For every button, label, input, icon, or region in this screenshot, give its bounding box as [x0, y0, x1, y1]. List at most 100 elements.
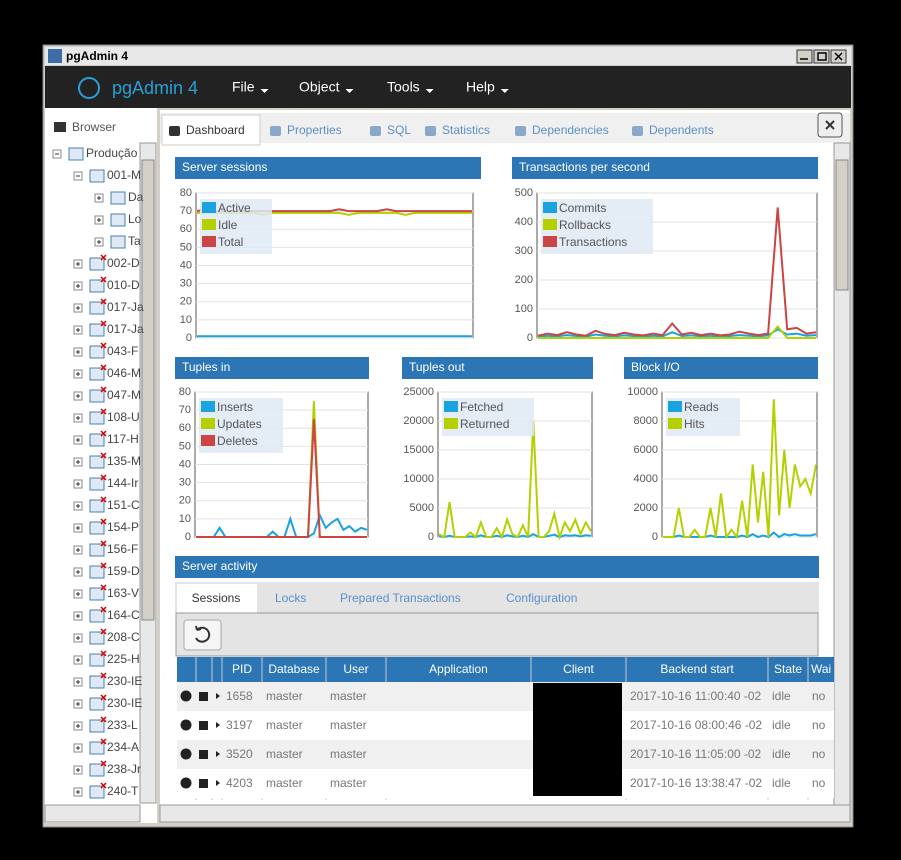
tree-node[interactable]: Da — [94, 190, 144, 205]
node-icon — [89, 653, 105, 667]
main-scroll-thumb[interactable] — [835, 159, 849, 291]
tree-node[interactable]: 208-C — [73, 628, 140, 645]
tree-node[interactable]: 017-Ja — [73, 320, 144, 337]
tree-node[interactable]: 164-C — [73, 606, 140, 623]
tree-node[interactable]: 163-V — [73, 584, 139, 601]
tree-node[interactable]: 144-Ir — [73, 474, 138, 491]
tree-node[interactable]: 135-M — [73, 452, 141, 469]
series-line — [196, 419, 367, 538]
disconnected-mark — [100, 540, 107, 547]
node-icon — [89, 697, 105, 711]
expand-icon[interactable] — [216, 780, 220, 786]
legend-swatch — [668, 418, 682, 429]
terminate-icon[interactable] — [199, 721, 208, 730]
menu[interactable]: File — [232, 79, 255, 95]
tree-node[interactable]: 046-M — [73, 364, 141, 381]
column-header: Backend start — [660, 662, 734, 676]
node-icon — [89, 169, 105, 183]
tree-node[interactable]: 159-D — [73, 562, 140, 579]
window-title: pgAdmin 4 — [66, 49, 128, 63]
terminate-icon[interactable] — [199, 692, 208, 701]
tab-icon — [632, 126, 643, 136]
tab[interactable]: SQL — [387, 123, 411, 137]
tab[interactable]: Dashboard — [186, 123, 245, 137]
cell: 3197 — [226, 718, 253, 732]
tree-node[interactable]: 043-F — [73, 342, 138, 359]
window-controls[interactable] — [796, 49, 847, 64]
expander-sign — [76, 702, 80, 706]
tree-node[interactable]: 108-U — [73, 408, 140, 425]
disconnected-mark — [100, 430, 107, 437]
tree-node[interactable]: 010-D — [73, 276, 140, 293]
node-label: 159-D — [107, 564, 140, 578]
tree-node[interactable]: Ta — [94, 234, 141, 249]
tree-node[interactable]: 230-IE — [73, 672, 142, 689]
minimize[interactable] — [796, 49, 813, 64]
expand-icon[interactable] — [216, 693, 220, 699]
tab[interactable]: Dependencies — [532, 123, 609, 137]
tab[interactable]: Statistics — [442, 123, 490, 137]
column-header: State — [774, 662, 802, 676]
tree-node[interactable]: 154-P — [73, 518, 139, 535]
tree-node[interactable]: 001-M — [73, 168, 141, 183]
tree-node[interactable]: 117-H — [73, 430, 139, 447]
chart-title: Tuples in — [182, 360, 230, 374]
activity-tab[interactable]: Sessions — [192, 591, 241, 605]
series-line — [663, 399, 817, 540]
tab[interactable]: Properties — [287, 123, 342, 137]
cell: 2017-10-16 11:05:00 -02 — [630, 747, 762, 761]
y-tick-label: 40 — [180, 259, 192, 271]
menu[interactable]: Help — [466, 79, 495, 95]
legend-swatch — [444, 418, 458, 429]
legend-label: Transactions — [559, 235, 627, 249]
tree-node[interactable]: Produção — [52, 146, 138, 161]
chart-header — [624, 357, 818, 379]
tree-hscrollbar[interactable] — [44, 804, 141, 823]
node-label: 156-F — [107, 542, 138, 556]
tab[interactable]: Dependents — [649, 123, 714, 137]
tree-node[interactable]: 240-T — [73, 782, 139, 799]
cancel-icon[interactable] — [180, 719, 192, 731]
tree-node[interactable]: 230-IE — [73, 694, 142, 711]
expand-icon[interactable] — [216, 722, 220, 728]
expand-icon[interactable] — [216, 751, 220, 757]
menu[interactable]: Tools — [387, 79, 420, 95]
cancel-icon[interactable] — [180, 690, 192, 702]
node-label: Lo — [128, 212, 142, 226]
terminate-icon[interactable] — [199, 779, 208, 788]
activity-tab[interactable]: Prepared Transactions — [340, 591, 461, 605]
tree-node[interactable]: 002-D — [73, 254, 140, 271]
menu[interactable]: Object — [299, 79, 340, 95]
legend-label: Idle — [218, 218, 238, 232]
tree-node[interactable]: 234-A — [73, 738, 139, 755]
tree-node[interactable]: 233-L — [73, 716, 138, 733]
refresh-button[interactable] — [183, 619, 222, 651]
tree-node[interactable]: 151-C — [73, 496, 140, 513]
disconnected-mark — [100, 694, 107, 701]
tree-node[interactable]: 047-M — [73, 386, 141, 403]
y-tick-label: 50 — [180, 241, 192, 253]
terminate-icon[interactable] — [199, 750, 208, 759]
tree-node[interactable]: 017-Ja — [73, 298, 144, 315]
cancel-icon[interactable] — [180, 748, 192, 760]
tree-node[interactable]: 238-Jr — [73, 760, 141, 777]
y-tick-label: 20 — [179, 495, 191, 507]
tree-node[interactable]: Lo — [94, 212, 142, 227]
disconnected-mark — [100, 518, 107, 525]
disconnected-mark — [100, 496, 107, 503]
activity-tab-active[interactable] — [177, 584, 257, 614]
node-label: 108-U — [107, 410, 140, 424]
activity-tab[interactable]: Configuration — [506, 591, 577, 605]
tree-node[interactable]: 225-H — [73, 650, 140, 667]
tree-node[interactable]: 156-F — [73, 540, 138, 557]
node-label: 154-P — [107, 520, 139, 534]
node-icon — [89, 785, 105, 799]
node-label: Da — [128, 190, 144, 204]
tree-scroll-thumb[interactable] — [141, 159, 155, 621]
node-label: Ta — [128, 234, 141, 248]
y-tick-label: 15000 — [403, 444, 434, 456]
main-hscrollbar[interactable] — [159, 804, 851, 823]
activity-tab[interactable]: Locks — [275, 591, 306, 605]
y-tick-label: 300 — [515, 245, 533, 257]
cancel-icon[interactable] — [180, 777, 192, 789]
